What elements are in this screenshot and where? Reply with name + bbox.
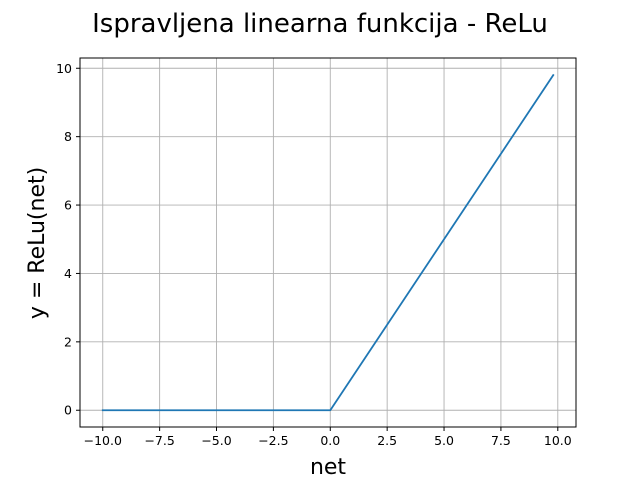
chart-title: Ispravljena linearna funkcija - ReLu — [92, 9, 548, 39]
y-tick-label: 8 — [64, 129, 72, 144]
x-tick-label: 10.0 — [544, 433, 572, 448]
x-tick-label: 7.5 — [491, 433, 511, 448]
y-tick-label: 2 — [64, 334, 72, 349]
x-tick-label: 2.5 — [377, 433, 397, 448]
grid — [80, 58, 576, 427]
x-tick-label: −5.0 — [201, 433, 231, 448]
x-tick-label: −7.5 — [144, 433, 174, 448]
series-line — [101, 73, 555, 412]
x-tick-label: −10.0 — [84, 433, 122, 448]
y-tick-label: 10 — [56, 61, 72, 76]
plot-frame — [79, 57, 577, 428]
series-layer — [101, 73, 555, 412]
x-tick-label: 0.0 — [320, 433, 340, 448]
x-axis-label: net — [310, 455, 346, 480]
y-tick-label: 0 — [64, 403, 72, 418]
x-tick-label: 5.0 — [434, 433, 454, 448]
y-axis: 0 2 4 6 8 10 — [56, 61, 80, 418]
x-axis: −10.0 −7.5 −5.0 −2.5 0.0 2.5 5.0 7.5 10.0 — [84, 427, 572, 448]
y-tick-label: 4 — [64, 266, 72, 281]
x-tick-label: −2.5 — [258, 433, 288, 448]
y-axis-label: y = ReLu(net) — [25, 167, 50, 319]
y-tick-label: 6 — [64, 198, 72, 213]
